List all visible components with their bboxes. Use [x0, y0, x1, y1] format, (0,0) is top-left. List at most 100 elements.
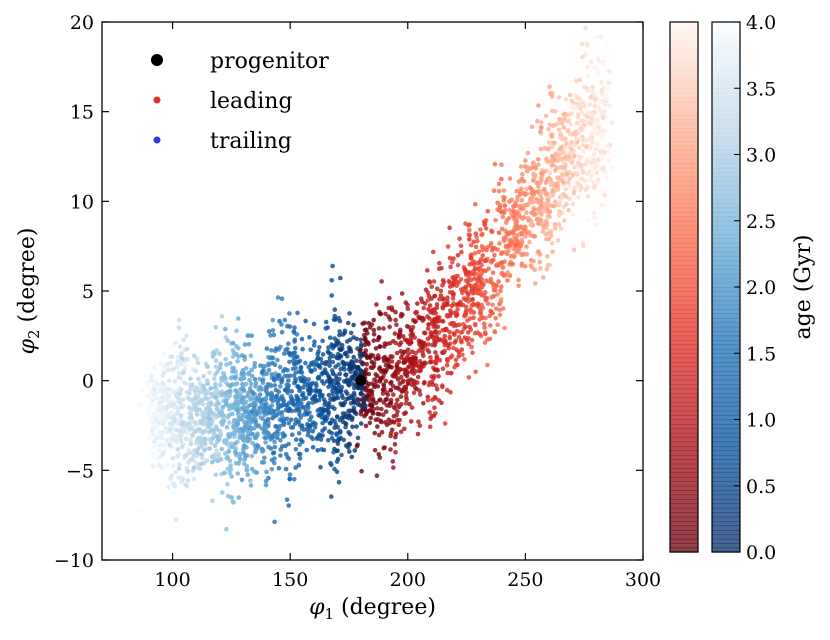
data-point-trailing	[295, 419, 301, 425]
data-point-trailing	[361, 400, 367, 406]
data-point-leading	[485, 362, 490, 368]
data-point-trailing	[266, 362, 272, 368]
data-point-trailing	[169, 415, 174, 421]
data-point-leading	[425, 394, 431, 400]
data-point-leading	[585, 73, 590, 79]
data-point-leading	[475, 266, 481, 271]
data-point-trailing	[274, 435, 280, 440]
data-point-leading	[547, 203, 553, 208]
data-point-trailing	[347, 378, 352, 384]
data-point-leading	[572, 185, 578, 190]
y-axis-label-symbol: φ	[15, 338, 40, 354]
data-point-leading	[600, 154, 606, 160]
data-point-trailing	[182, 367, 187, 372]
data-point-trailing	[248, 402, 253, 408]
data-point-leading	[587, 177, 592, 183]
data-point-leading	[375, 411, 380, 417]
data-point-trailing	[269, 372, 275, 377]
data-point-leading	[400, 379, 405, 385]
data-point-trailing	[276, 389, 282, 395]
data-point-leading	[376, 334, 382, 340]
data-point-leading	[485, 301, 491, 307]
data-point-leading	[469, 344, 474, 350]
data-point-leading	[513, 242, 519, 247]
data-point-leading	[399, 355, 404, 360]
data-point-trailing	[331, 450, 336, 455]
data-point-leading	[473, 231, 479, 236]
data-point-leading	[387, 295, 392, 301]
data-point-trailing	[282, 387, 288, 393]
data-point-trailing	[335, 441, 341, 447]
data-point-trailing	[347, 442, 353, 447]
data-point-leading	[585, 43, 590, 48]
data-point-leading	[444, 387, 450, 393]
data-point-leading	[524, 210, 529, 215]
data-point-leading	[529, 124, 535, 130]
data-point-leading	[595, 105, 600, 110]
data-point-trailing	[244, 453, 250, 458]
data-point-leading	[474, 303, 480, 308]
data-point-trailing	[295, 310, 300, 316]
data-point-trailing	[310, 380, 316, 386]
data-point-leading	[397, 417, 402, 423]
data-point-trailing	[266, 355, 271, 360]
colorbar-segment	[712, 516, 740, 522]
data-point-leading	[483, 218, 489, 223]
data-point-leading	[571, 100, 576, 106]
data-point-leading	[422, 380, 427, 385]
data-point-leading	[376, 326, 382, 331]
data-point-trailing	[228, 375, 234, 381]
data-point-leading	[431, 279, 437, 284]
data-point-leading	[534, 180, 539, 186]
data-point-trailing	[264, 346, 270, 351]
data-point-leading	[455, 253, 461, 258]
data-point-leading	[435, 324, 441, 330]
data-point-leading	[459, 329, 465, 335]
data-point-trailing	[248, 483, 254, 488]
data-point-trailing	[307, 417, 313, 423]
y-tick-label: 15	[70, 102, 94, 124]
data-point-leading	[355, 442, 360, 448]
data-point-trailing	[325, 437, 331, 443]
colorbar-segment	[670, 454, 698, 460]
data-point-trailing	[191, 367, 196, 372]
data-point-leading	[606, 144, 611, 149]
data-point-leading	[533, 281, 538, 286]
data-point-leading	[465, 295, 471, 301]
data-point-trailing	[212, 376, 217, 382]
data-point-leading	[495, 322, 500, 328]
data-point-leading	[411, 371, 417, 376]
colorbar-segment	[712, 119, 740, 125]
data-point-leading	[455, 301, 461, 307]
data-point-trailing	[199, 452, 205, 458]
colorbar-segment	[670, 70, 698, 76]
data-point-trailing	[233, 446, 238, 452]
data-point-leading	[544, 218, 549, 224]
data-point-leading	[442, 348, 448, 354]
data-point-trailing	[223, 335, 229, 340]
data-point-trailing	[176, 370, 182, 376]
data-point-leading	[512, 217, 517, 222]
data-point-leading	[449, 353, 455, 359]
colorbar-segment	[670, 61, 698, 67]
data-point-trailing	[168, 477, 174, 482]
data-point-trailing	[269, 390, 274, 396]
data-point-leading	[405, 381, 411, 387]
data-point-trailing	[235, 407, 240, 413]
data-point-leading	[550, 187, 555, 193]
data-point-leading	[585, 88, 590, 93]
data-point-trailing	[220, 370, 226, 376]
data-point-leading	[521, 206, 526, 211]
data-point-leading	[472, 287, 478, 292]
data-point-trailing	[164, 438, 170, 443]
data-point-leading	[566, 180, 571, 185]
data-point-leading	[393, 317, 398, 323]
colorbar-segment	[712, 229, 740, 235]
data-point-trailing	[197, 466, 203, 472]
colorbar-segment	[670, 503, 698, 509]
data-point-leading	[479, 314, 484, 319]
colorbar-segment	[712, 529, 740, 535]
data-point-leading	[381, 373, 386, 379]
data-point-leading	[378, 419, 384, 425]
